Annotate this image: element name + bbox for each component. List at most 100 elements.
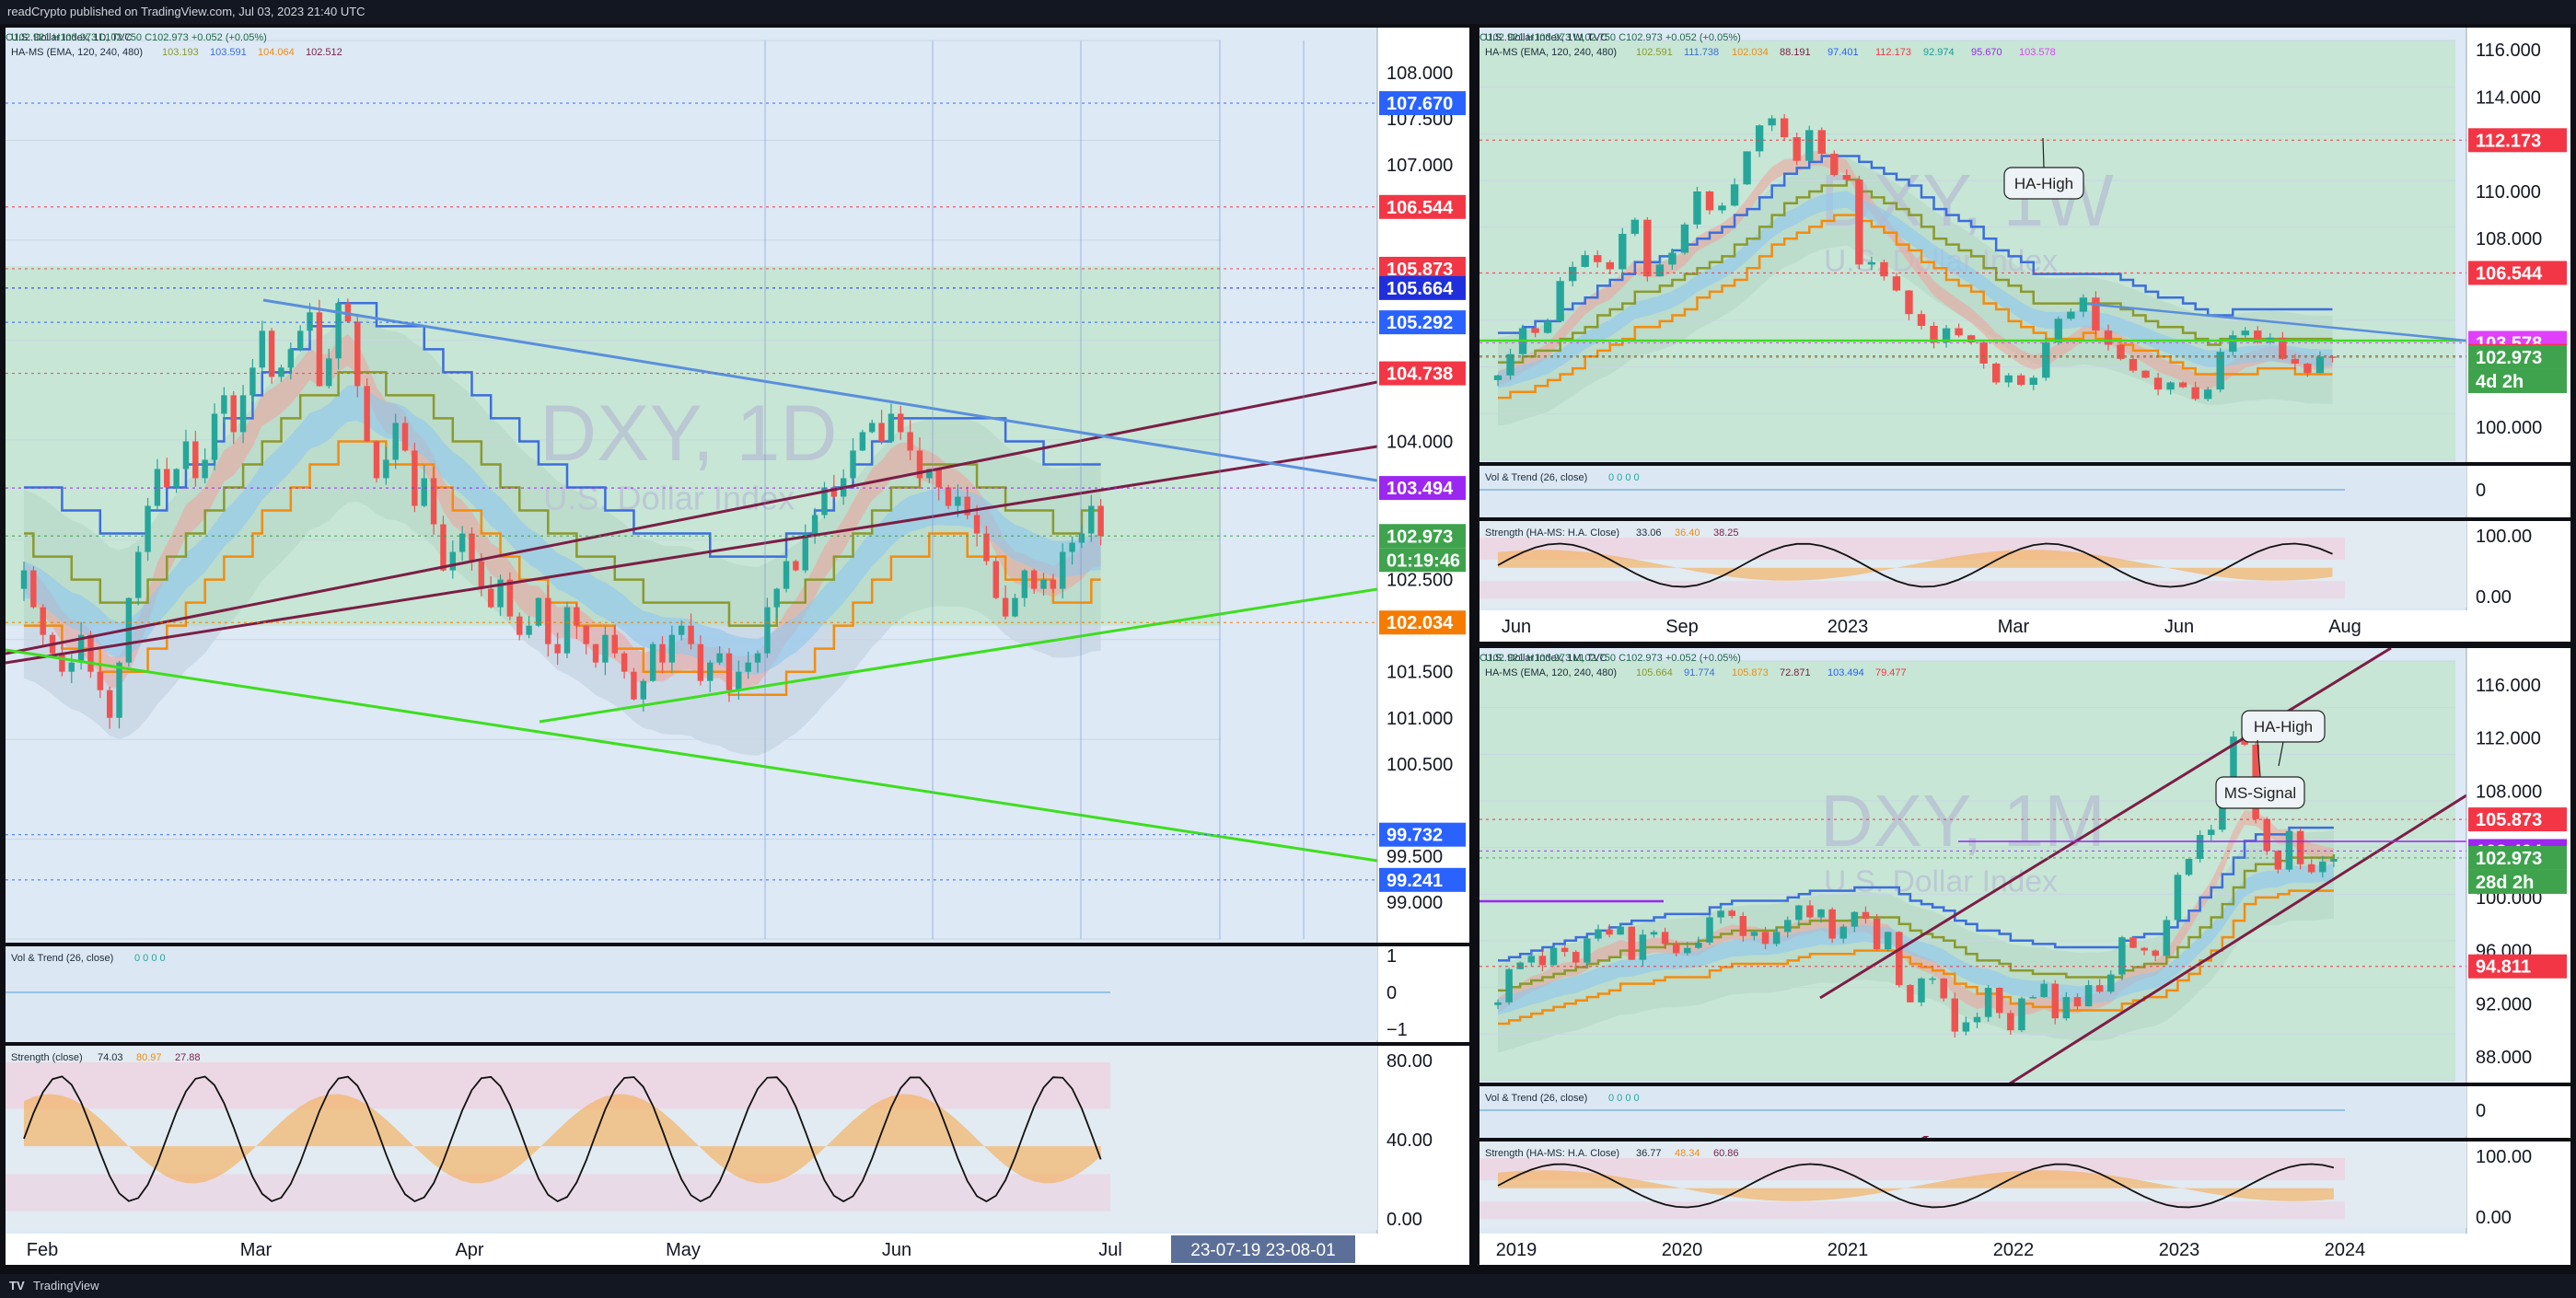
candle-body xyxy=(830,487,838,497)
time-tick-label: 2023 xyxy=(2159,1240,2200,1260)
candle-body xyxy=(97,671,104,690)
candle-body xyxy=(77,634,85,663)
candle-body xyxy=(1672,944,1680,954)
candle-body xyxy=(679,625,685,635)
candle-body xyxy=(239,395,247,433)
candle-body xyxy=(1940,978,1947,999)
candle-body xyxy=(2079,297,2088,312)
price-tick-label: 107.000 xyxy=(1387,156,1453,176)
time-tick-label: 2023 xyxy=(1828,617,1869,637)
candle-body xyxy=(2230,736,2237,782)
vol-tick-label: 0 xyxy=(2476,481,2486,501)
time-tick-label: Sep xyxy=(1665,617,1699,637)
candle-body xyxy=(2152,950,2159,956)
candle-body xyxy=(59,653,65,672)
ema-ribbon-slow xyxy=(1498,863,2334,1015)
time-tick-label: Mar xyxy=(240,1240,273,1260)
chart-title: U.S. Dollar Index, 1W, TVC xyxy=(1485,32,1607,43)
candle-body xyxy=(458,533,466,552)
countdown-badge xyxy=(1379,548,1466,573)
price-tick-label: 100.000 xyxy=(2476,418,2542,438)
annotation-label: MS-Signal xyxy=(2224,784,2296,802)
candle-body xyxy=(1755,125,1764,152)
price-tick-label: 112.000 xyxy=(2476,729,2541,749)
vol-tick-label: 1 xyxy=(1387,946,1397,967)
candle-body xyxy=(2330,859,2338,862)
candle-body xyxy=(898,413,904,433)
time-axis xyxy=(1479,610,2570,642)
chart-watermark: DXY, 1M xyxy=(1820,780,2106,862)
strength-value: 80.97 xyxy=(136,1052,162,1063)
candle-body xyxy=(1556,281,1564,321)
indicator-value: 72.871 xyxy=(1780,667,1811,678)
monthly-chart-svg[interactable]: DXY, 1MU.S. Dollar Index HA-High MS-Signal… xyxy=(1479,648,2570,1265)
price-tick-label: 116.000 xyxy=(2476,41,2541,61)
candle-body xyxy=(2216,352,2224,390)
time-tick-label: 2021 xyxy=(1828,1240,1869,1260)
candle-body xyxy=(1002,597,1009,617)
monthly-chart-panel[interactable]: DXY, 1M U.S. Dollar Index HA-High MS-Signal… xyxy=(1479,648,2570,1265)
time-tick-label: Jun xyxy=(1502,617,1531,637)
candle-body xyxy=(287,349,295,368)
candle-body xyxy=(736,671,742,690)
candle-body xyxy=(1995,987,2003,1014)
candle-body xyxy=(106,690,113,718)
candle-body xyxy=(764,607,771,654)
time-tick-label: Mar xyxy=(1998,617,2030,637)
candle-body xyxy=(535,597,542,626)
candle-body xyxy=(2141,370,2150,378)
trend-line xyxy=(2086,302,2467,342)
time-tick-label: 2022 xyxy=(1993,1240,2035,1260)
ha-ms-step-orange xyxy=(1498,889,2334,1026)
strength-value: 36.40 xyxy=(1675,527,1700,539)
footer-bar: TV TradingView xyxy=(0,1274,2576,1298)
strength-value: 33.06 xyxy=(1636,527,1662,539)
daily-chart-svg[interactable]: DXY, 1DU.S. Dollar Index U.S. Dollar Inde… xyxy=(6,28,1469,1265)
indicator-value: 105.664 xyxy=(1636,667,1673,678)
candle-body xyxy=(1617,926,1624,935)
price-label-badge xyxy=(1379,476,1466,501)
candle-body xyxy=(2067,311,2075,319)
candle-body xyxy=(1930,325,1938,342)
indicator-value: 111.738 xyxy=(1684,47,1719,58)
daily-chart-panel[interactable]: DXY, 1D U.S. Dollar Index U.S. Dollar Inde… xyxy=(6,28,1469,1265)
candle-body xyxy=(973,515,981,534)
candle-body xyxy=(1060,551,1066,589)
ohlc-readout: O102.921 H103.273 L102.750 C102.973 +0.0… xyxy=(1479,653,1741,664)
candle-body xyxy=(1750,932,1758,936)
vol-trend-title: Vol & Trend (26, close) xyxy=(1485,472,1587,483)
price-label-badge xyxy=(2468,954,2567,979)
price-tick-label: 92.000 xyxy=(2476,994,2532,1014)
publisher-header: readCrypto published on TradingView.com,… xyxy=(0,0,2576,24)
candle-body xyxy=(1717,910,1724,918)
candle-body xyxy=(1962,1022,1970,1032)
chart-watermark-subtitle: U.S. Dollar Index xyxy=(543,479,795,516)
indicator-value: 102.034 xyxy=(1732,47,1769,58)
candle-body xyxy=(1021,570,1028,598)
candle-body xyxy=(2040,983,2048,998)
candle-body xyxy=(2092,297,2100,331)
candle-body xyxy=(278,367,284,377)
indicator-value: 103.591 xyxy=(210,47,247,58)
ha-high-step-blue xyxy=(1498,826,2334,962)
price-tick-label: 108.000 xyxy=(1387,64,1453,84)
candle-body xyxy=(354,321,361,387)
ohlc-readout: O102.921 H103.273 L102.750 C102.973 +0.0… xyxy=(6,32,267,43)
candle-body xyxy=(344,303,352,322)
candle-body xyxy=(478,561,485,589)
candle-body xyxy=(2207,829,2215,836)
candle-body xyxy=(221,395,227,414)
candle-body xyxy=(2118,937,2126,975)
candle-body xyxy=(2084,985,2093,1007)
candle-body xyxy=(554,643,561,654)
time-tick-label: 2020 xyxy=(1662,1240,1703,1260)
candle-body xyxy=(1505,968,1513,1002)
strength-lower-band xyxy=(1479,581,2345,599)
candle-body xyxy=(2017,375,2025,386)
candle-body xyxy=(1967,335,1976,342)
indicator-value: 97.401 xyxy=(1828,47,1859,58)
candle-body xyxy=(164,469,170,488)
price-tick-label: 102.500 xyxy=(1387,571,1453,591)
